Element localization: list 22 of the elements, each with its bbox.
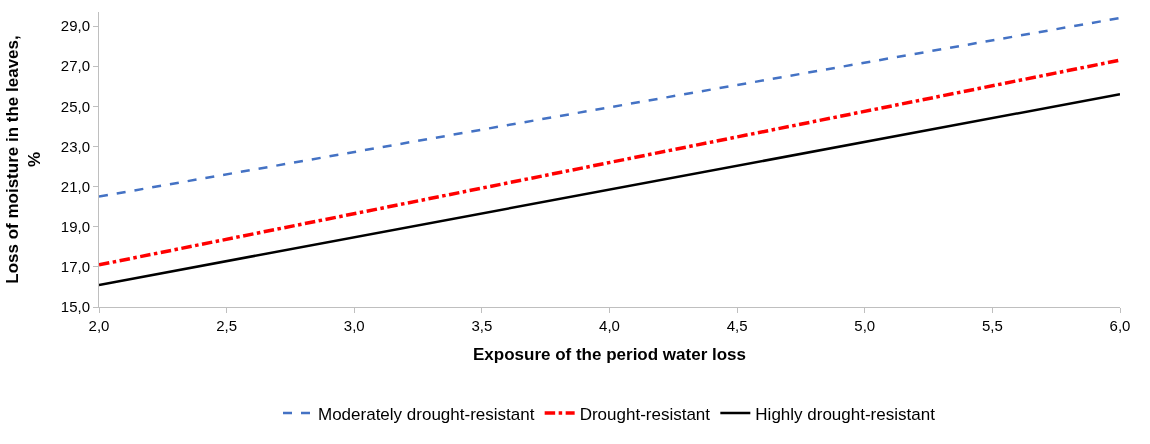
legend-label: Highly drought-resistant bbox=[755, 404, 936, 424]
y-tick-label: 21,0 bbox=[60, 177, 90, 195]
x-tick-label: 5,5 bbox=[981, 317, 1003, 334]
y-tick-label: 19,0 bbox=[60, 217, 90, 235]
x-tick-label: 3,0 bbox=[343, 317, 365, 334]
legend-label: Moderately drought-resistant bbox=[318, 404, 535, 424]
x-tick-label: 3,5 bbox=[471, 317, 493, 334]
x-tick-label: 2,5 bbox=[216, 317, 238, 334]
legend-label: Drought-resistant bbox=[579, 404, 711, 424]
x-tick-label: 4,0 bbox=[599, 317, 620, 334]
y-tick-label: 27,0 bbox=[60, 57, 90, 75]
x-tick-label: 6,0 bbox=[1109, 317, 1131, 334]
y-axis-title: Loss of moisture in the leaves, % bbox=[3, 35, 45, 284]
y-tick-label: 17,0 bbox=[60, 258, 90, 276]
x-tick-label: 5,0 bbox=[854, 317, 876, 334]
x-tick-label: 4,5 bbox=[726, 317, 748, 334]
y-tick-label: 25,0 bbox=[60, 97, 90, 115]
y-tick-label: 15,0 bbox=[60, 298, 90, 316]
y-tick-label: 23,0 bbox=[60, 137, 90, 155]
y-tick-label: 29,0 bbox=[60, 17, 90, 35]
x-tick-label: 2,0 bbox=[88, 317, 110, 334]
x-axis-title: Exposure of the period water loss bbox=[472, 345, 747, 365]
